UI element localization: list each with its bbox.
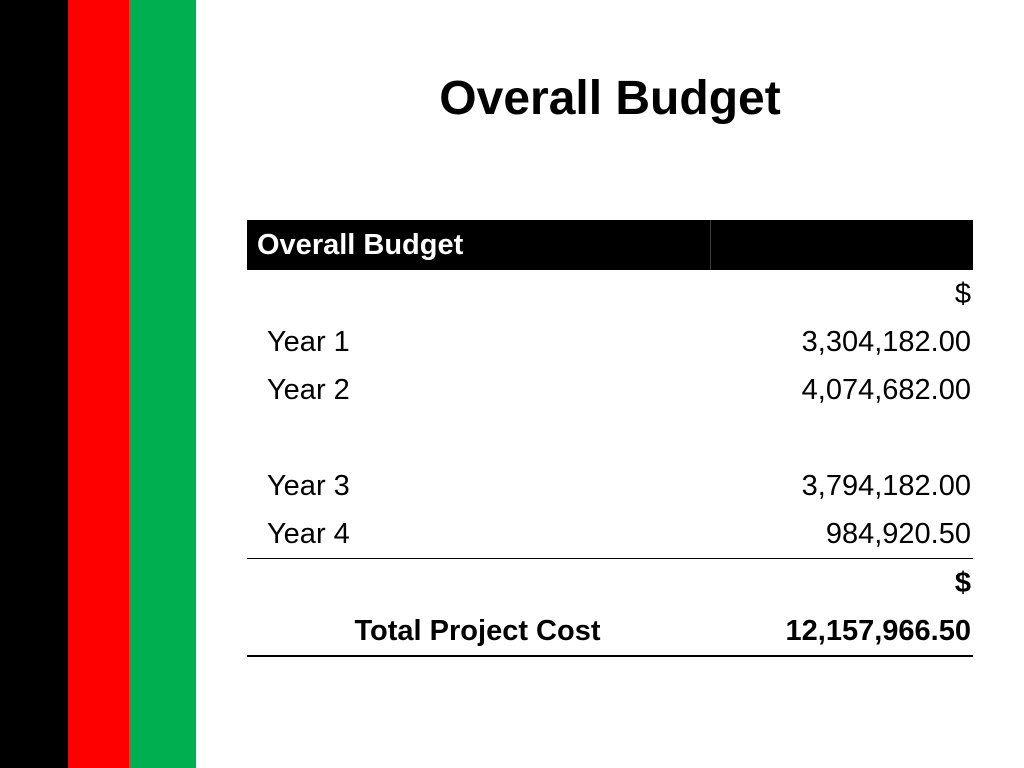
table-header-row: Overall Budget: [247, 220, 973, 270]
table-row: Year 3 3,794,182.00: [247, 462, 973, 510]
table-header-value: [709, 220, 973, 270]
blank-row: [247, 414, 973, 462]
total-currency-row: $: [247, 558, 973, 607]
red-stripe: [68, 0, 129, 768]
total-row: Total Project Cost 12,157,966.50: [247, 607, 973, 657]
green-stripe: [129, 0, 196, 768]
table-row: Year 1 3,304,182.00: [247, 318, 973, 366]
total-label: Total Project Cost: [247, 607, 710, 657]
budget-table: Overall Budget $ Year 1 3,304,182.00 Yea…: [247, 220, 973, 657]
row-label: Year 1: [267, 325, 350, 358]
row-value: 984,920.50: [825, 517, 971, 550]
row-value: 4,074,682.00: [801, 373, 971, 406]
total-currency-symbol: $: [710, 558, 973, 607]
currency-row: $: [247, 270, 973, 318]
currency-symbol: $: [954, 277, 971, 310]
row-label: Year 4: [267, 517, 350, 550]
table-header-label: Overall Budget: [247, 220, 710, 270]
currency-row-label: [247, 270, 710, 318]
row-label: Year 2: [267, 373, 350, 406]
slide-title: Overall Budget: [439, 72, 781, 125]
black-stripe: [0, 0, 68, 768]
blank-cell: [710, 414, 973, 462]
row-value: 3,304,182.00: [801, 325, 971, 358]
row-value: 3,794,182.00: [801, 469, 971, 502]
total-value: 12,157,966.50: [710, 607, 973, 657]
table-row: Year 2 4,074,682.00: [247, 366, 973, 414]
blank-cell: [247, 414, 710, 462]
total-currency-row-label: [247, 558, 710, 607]
row-label: Year 3: [267, 469, 350, 502]
table-row: Year 4 984,920.50: [247, 510, 973, 559]
